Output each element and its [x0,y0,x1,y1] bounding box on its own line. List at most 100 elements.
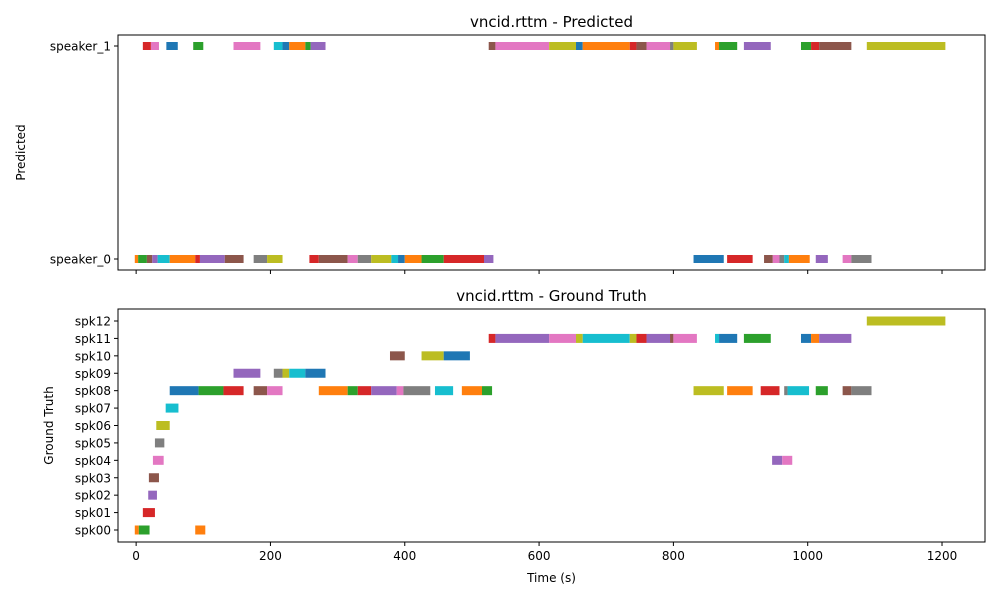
segment-bar [391,255,399,263]
y-tick-label: spk09 [75,367,111,381]
segment-bar [842,386,852,396]
segment-bar [434,386,454,396]
segment-bar [495,333,550,343]
x-tick-label: 600 [528,549,551,563]
y-tick-label: spk10 [75,349,111,363]
segment-bar [636,42,647,50]
segment-bar [488,333,496,343]
y-axis-label: Predicted [14,124,28,180]
segment-bar [371,386,397,396]
y-tick-label: spk00 [75,524,111,538]
segment-bar [576,333,583,343]
segment-bar [481,386,493,396]
segment-bar [784,386,788,396]
segment-bar [576,42,583,50]
segment-bar [788,255,810,263]
segment-bar [842,255,852,263]
segment-bar [549,42,577,50]
y-tick-label: spk12 [75,315,111,329]
y-tick-label: speaker_1 [50,40,111,54]
predicted-panel: vncid.rttm - Predicted Predicted speaker_0… [14,13,986,274]
y-tick-label: spk02 [75,489,111,503]
segment-bar [811,333,820,343]
segment-bar [267,386,283,396]
segment-bar [195,255,200,263]
segment-bar [223,386,244,396]
segment-bar [166,42,178,50]
y-tick-label: spk01 [75,506,111,520]
segment-bar [150,42,159,50]
segment-bar [866,42,946,50]
segment-bar [289,42,306,50]
segment-bar [146,255,153,263]
segment-bar [743,42,771,50]
segment-bar [389,351,405,361]
segment-bar [156,421,170,430]
segment-bar [421,351,444,361]
segment-bar [195,525,206,535]
segment-bar [253,255,268,263]
segment-bar [727,386,753,396]
segment-bar [673,333,697,343]
segment-bar [488,42,496,50]
segment-bar [138,525,150,535]
y-tick-label: spk06 [75,419,111,433]
y-tick-label: spk08 [75,384,111,398]
x-tick-label: 200 [259,549,282,563]
segment-bar [134,255,139,263]
segment-bar [800,333,812,343]
segment-bar [152,255,158,263]
segment-bar [851,255,872,263]
segment-bar [357,255,372,263]
segment-bar [403,386,431,396]
segment-bar [421,255,444,263]
segment-bar [743,333,771,343]
segment-bar [484,255,494,263]
x-tick-label: 400 [393,549,416,563]
segment-bar [811,42,820,50]
segment-bar [233,368,261,378]
segment-bar [636,333,647,343]
segment-bar [582,333,630,343]
segment-bar [443,351,470,361]
y-tick-label: spk04 [75,454,111,468]
segment-bar [495,42,550,50]
segment-bar [347,386,358,396]
segment-bar [784,255,789,263]
segment-bar [646,42,671,50]
segment-bar [199,255,225,263]
segment-bar [309,255,319,263]
x-axis-label: Time (s) [526,571,576,585]
segment-bar [629,333,637,343]
segment-bar [772,455,783,465]
segment-bar [347,255,358,263]
segment-bar [719,333,738,343]
segment-bar [443,255,485,263]
segment-bar [398,255,405,263]
segment-bar [253,386,268,396]
chart-title: vncid.rttm - Ground Truth [456,287,647,305]
segment-bar [866,316,946,326]
segment-bar [157,255,170,263]
segment-bar [305,42,311,50]
segment-bar [727,255,753,263]
segment-bar [193,42,204,50]
segment-bar [152,455,164,465]
segment-bar [134,525,139,535]
segment-bar [673,42,697,50]
segment-bar [693,386,724,396]
segment-bar [670,42,674,50]
segment-bar [154,438,165,448]
segment-bar [198,386,224,396]
chart-title: vncid.rttm - Predicted [470,13,633,31]
segment-bar [670,333,674,343]
segment-bar [629,42,637,50]
segment-bar [371,255,392,263]
segment-bar [715,333,720,343]
segment-bar [233,42,261,50]
segment-bar [318,255,348,263]
segment-bar [273,368,283,378]
segment-bar [142,508,155,518]
plot-frame [117,308,986,543]
